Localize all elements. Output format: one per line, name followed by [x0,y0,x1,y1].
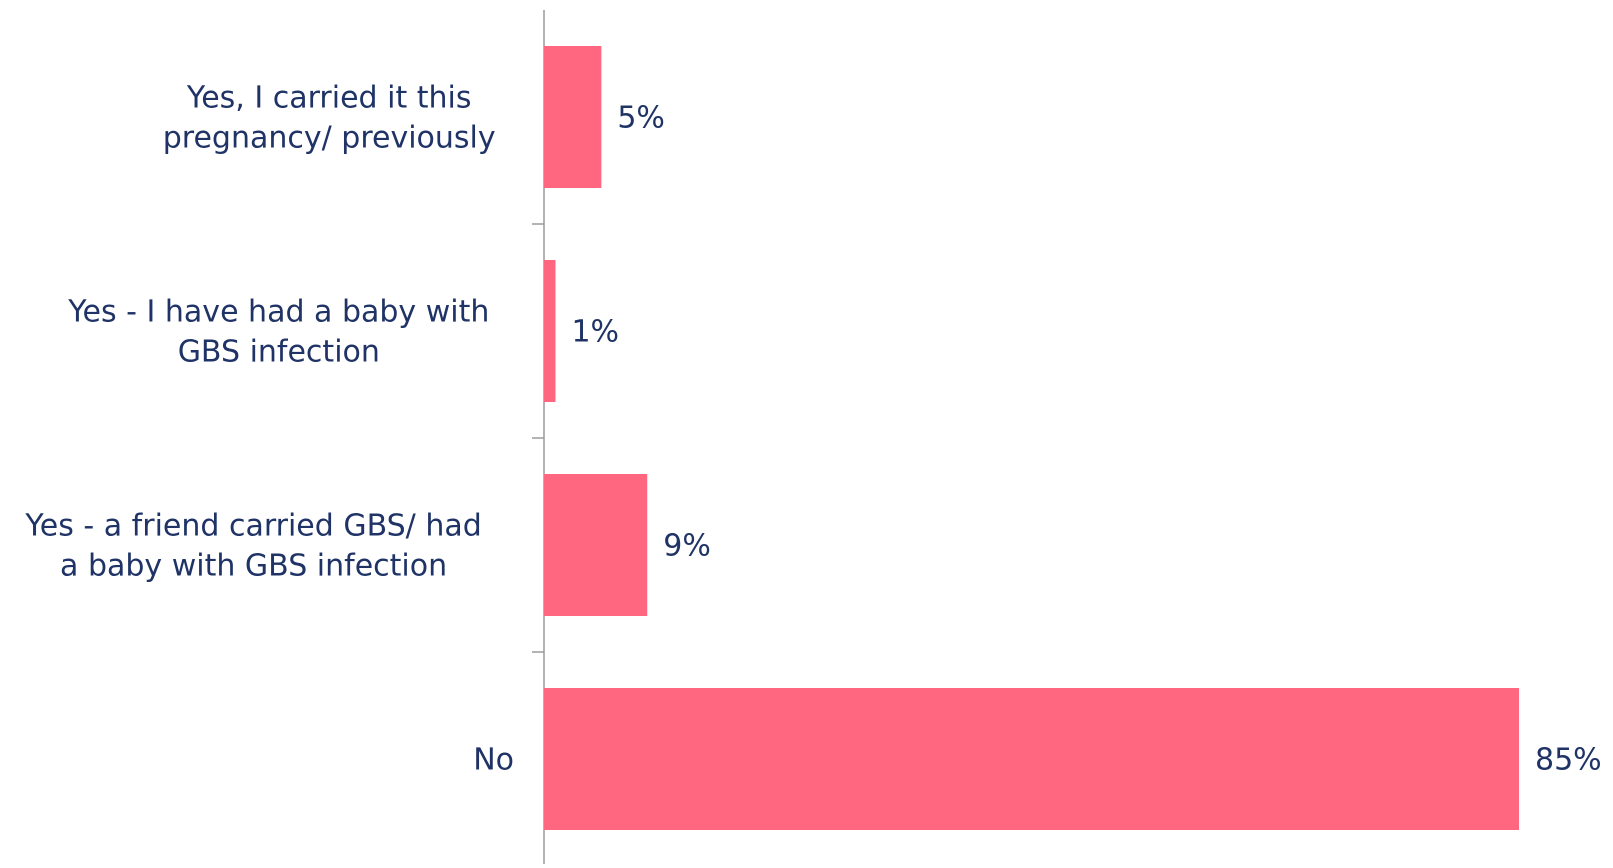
data-label: 9% [663,529,711,564]
category-label-line: Yes - a friend carried GBS/ had [24,509,481,544]
category-label: Yes, I carried it this pregnancy/ previou… [163,81,496,156]
category-label-line: No [473,743,514,778]
category-label: Yes - I have had a baby with GBS infectio… [67,295,489,370]
data-label: 5% [617,101,665,136]
category-label-line: Yes, I carried it this [186,81,472,116]
bar [544,474,648,616]
category-label: No [473,743,514,778]
bar [544,688,1519,830]
bar [544,46,602,188]
category-label-line: Yes - I have had a baby with [67,295,489,330]
category-label-line: a baby with GBS infection [60,549,447,584]
category-label-line: GBS infection [178,335,380,370]
category-label-line: pregnancy/ previously [163,121,496,156]
data-label: 85% [1535,743,1602,778]
category-label: Yes - a friend carried GBS/ had a baby wi… [24,509,481,584]
data-label: 1% [571,315,619,350]
bar [544,260,556,402]
